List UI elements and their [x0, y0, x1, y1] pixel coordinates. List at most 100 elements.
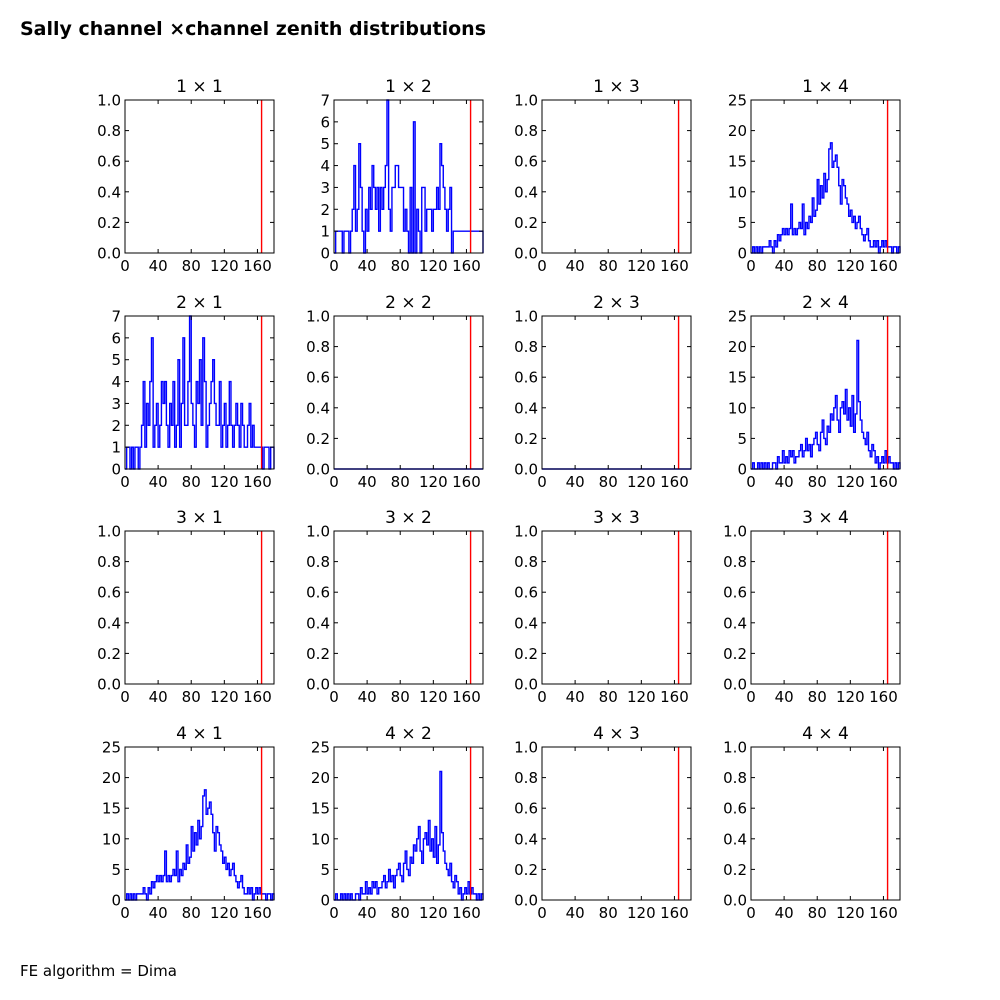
x-tick-label: 160	[452, 688, 481, 706]
x-tick-label: 80	[391, 688, 410, 706]
x-tick-label: 160	[660, 257, 689, 275]
y-tick-label: 1.0	[306, 523, 330, 541]
x-tick-label: 120	[210, 257, 239, 275]
x-tick-label: 40	[566, 688, 585, 706]
subplot-title: 3 × 3	[593, 508, 640, 528]
x-tick-label: 160	[660, 904, 689, 922]
x-tick-label: 120	[419, 257, 448, 275]
y-tick-label: 0.2	[514, 214, 538, 232]
x-tick-label: 40	[566, 904, 585, 922]
x-tick-label: 160	[660, 473, 689, 491]
y-tick-label: 0.6	[97, 584, 121, 602]
subplot-title: 3 × 4	[802, 508, 849, 528]
x-tick-label: 160	[869, 473, 898, 491]
y-tick-label: 15	[311, 800, 330, 818]
x-tick-label: 120	[210, 904, 239, 922]
axes-frame	[124, 746, 275, 901]
x-tick-label: 0	[746, 688, 756, 706]
subplot-2x3: 2 × 3 0 40 80 120 160 0.0 0.2 0.4 0.6 0.8 1.0	[514, 293, 692, 491]
y-tick-label: 1.0	[514, 308, 538, 326]
y-tick-label: 0.0	[723, 892, 747, 910]
histogram-series	[334, 770, 484, 901]
x-tick-label: 80	[182, 257, 201, 275]
y-tick-label: 1.0	[514, 739, 538, 757]
y-tick-label: 0.8	[306, 338, 330, 356]
x-tick-label: 120	[419, 688, 448, 706]
subplot-title: 2 × 4	[802, 293, 849, 313]
y-tick-label: 0.6	[514, 369, 538, 387]
y-tick-label: 1.0	[514, 92, 538, 110]
y-tick-label: 0	[320, 245, 330, 263]
x-tick-label: 120	[836, 688, 865, 706]
x-tick-label: 120	[210, 688, 239, 706]
subplot-title: 4 × 3	[593, 724, 640, 744]
y-tick-label: 0.0	[306, 461, 330, 479]
x-tick-label: 160	[243, 473, 272, 491]
plot-area	[751, 531, 900, 684]
x-tick-label: 80	[599, 904, 618, 922]
subplot-2x1: 2 × 1 0 40 80 120 160 0 1 2 3 4 5 6 7	[111, 293, 275, 491]
x-tick-label: 0	[120, 473, 130, 491]
y-tick-label: 0	[320, 892, 330, 910]
x-tick-label: 80	[599, 688, 618, 706]
y-tick-label: 20	[728, 122, 747, 140]
y-tick-label: 25	[311, 739, 330, 757]
x-tick-label: 40	[775, 904, 794, 922]
y-tick-label: 0.0	[723, 676, 747, 694]
y-tick-label: 0.4	[514, 830, 538, 848]
x-tick-label: 40	[149, 688, 168, 706]
subplot-1x3: 1 × 3 0 40 80 120 160 0.0 0.2 0.4 0.6 0.8 1.0	[514, 77, 692, 275]
y-tick-label: 15	[728, 153, 747, 171]
y-tick-label: 0.8	[723, 553, 747, 571]
x-tick-label: 80	[182, 688, 201, 706]
y-tick-label: 6	[320, 113, 330, 131]
y-tick-label: 0.0	[97, 676, 121, 694]
subplot-2x2: 2 × 2 0 40 80 120 160 0.0 0.2 0.4 0.6 0.8 1.0	[306, 293, 484, 491]
y-tick-label: 20	[311, 769, 330, 787]
y-tick-label: 0.8	[306, 553, 330, 571]
subplot-title: 1 × 2	[385, 77, 432, 97]
y-tick-label: 0.4	[306, 614, 330, 632]
plot-area	[334, 747, 483, 900]
subplot-4x1: 4 × 1 0 40 80 120 160 0 5 10 15 20 25	[102, 724, 275, 922]
y-tick-label: 1.0	[97, 92, 121, 110]
y-tick-label: 0.8	[97, 553, 121, 571]
y-tick-label: 3	[111, 395, 121, 413]
y-tick-label: 0	[737, 245, 747, 263]
x-tick-label: 160	[452, 904, 481, 922]
y-tick-label: 4	[320, 157, 330, 175]
plot-area	[751, 747, 900, 900]
y-tick-label: 0.6	[306, 369, 330, 387]
x-tick-label: 160	[243, 904, 272, 922]
y-tick-label: 5	[737, 214, 747, 232]
plot-area	[334, 100, 483, 253]
y-tick-label: 1	[111, 439, 121, 457]
y-tick-label: 0.4	[97, 614, 121, 632]
axes-frame	[124, 315, 275, 470]
x-tick-label: 0	[120, 257, 130, 275]
y-tick-label: 3	[320, 179, 330, 197]
plot-area	[125, 100, 274, 253]
x-tick-label: 160	[869, 904, 898, 922]
y-tick-label: 0.2	[723, 861, 747, 879]
subplot-title: 1 × 4	[802, 77, 849, 97]
y-tick-label: 0.2	[97, 214, 121, 232]
y-tick-label: 0.4	[723, 614, 747, 632]
x-tick-label: 0	[120, 688, 130, 706]
x-tick-label: 80	[599, 473, 618, 491]
x-tick-label: 40	[358, 688, 377, 706]
subplot-3x4: 3 × 4 0 40 80 120 160 0.0 0.2 0.4 0.6 0.8 1.0	[723, 508, 901, 706]
subplot-title: 4 × 1	[176, 724, 223, 744]
y-tick-label: 1.0	[723, 523, 747, 541]
subplot-title: 3 × 2	[385, 508, 432, 528]
y-tick-label: 1.0	[97, 523, 121, 541]
y-tick-label: 5	[737, 430, 747, 448]
x-tick-label: 160	[660, 688, 689, 706]
y-tick-label: 25	[728, 308, 747, 326]
subplot-2x4: 2 × 4 0 40 80 120 160 0 5 10 15 20 25	[728, 293, 901, 491]
y-tick-label: 2	[320, 201, 330, 219]
y-tick-label: 1	[320, 223, 330, 241]
y-tick-label: 6	[111, 329, 121, 347]
y-tick-label: 0.6	[514, 800, 538, 818]
y-tick-label: 15	[102, 800, 121, 818]
